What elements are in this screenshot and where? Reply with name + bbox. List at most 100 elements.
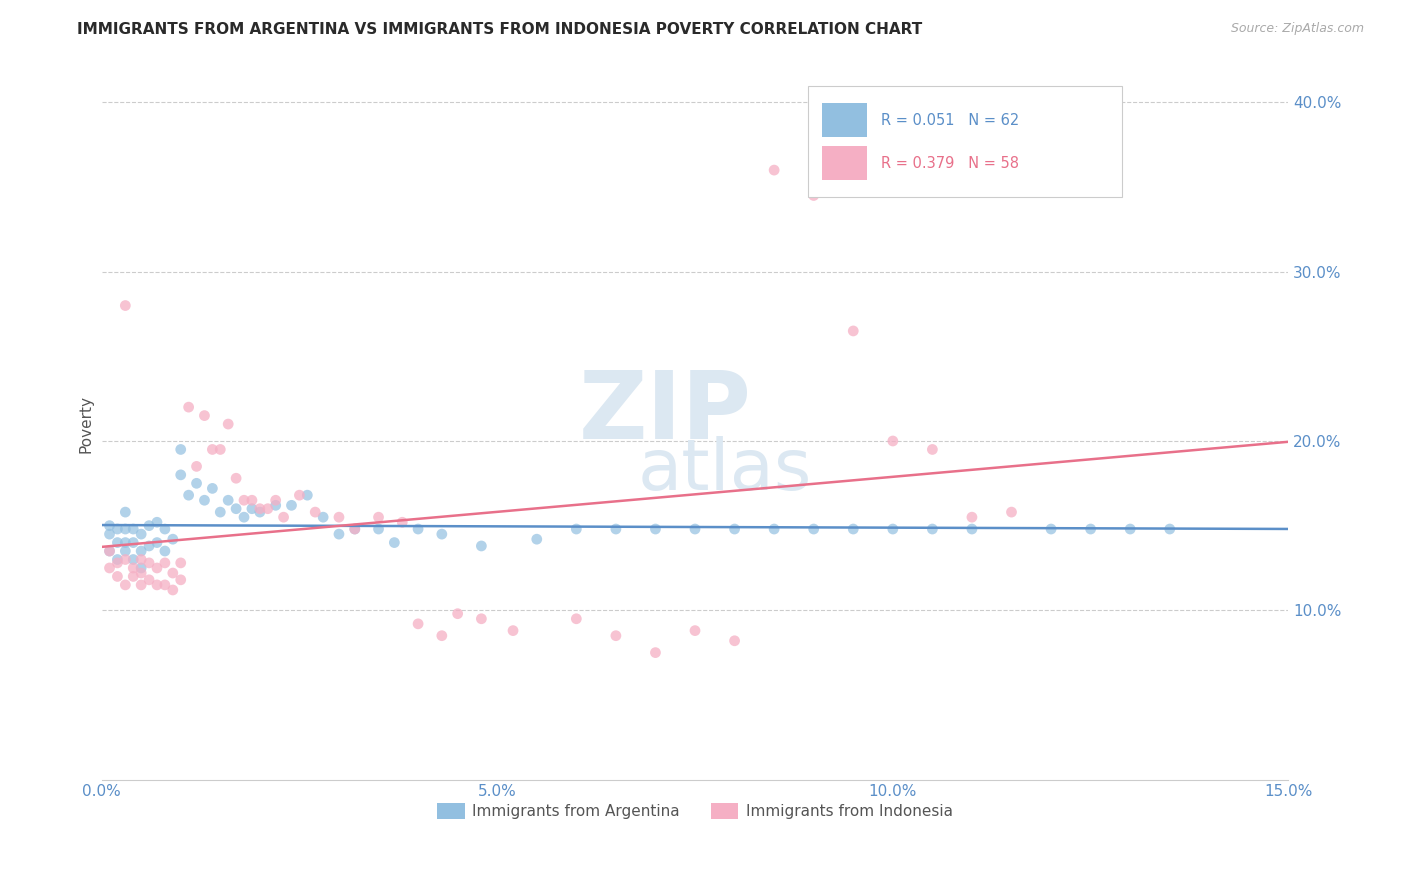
Text: IMMIGRANTS FROM ARGENTINA VS IMMIGRANTS FROM INDONESIA POVERTY CORRELATION CHART: IMMIGRANTS FROM ARGENTINA VS IMMIGRANTS … — [77, 22, 922, 37]
Bar — [823, 103, 868, 137]
Point — [217, 493, 239, 508]
Point — [502, 624, 524, 638]
Point — [240, 493, 263, 508]
Point — [114, 578, 136, 592]
Point — [249, 505, 271, 519]
Point — [162, 532, 184, 546]
Point — [256, 501, 278, 516]
Point — [367, 510, 389, 524]
Text: Source: ZipAtlas.com: Source: ZipAtlas.com — [1230, 22, 1364, 36]
Point — [146, 515, 169, 529]
Point — [644, 646, 666, 660]
Point — [186, 459, 208, 474]
Point — [98, 527, 121, 541]
Point — [170, 467, 193, 482]
Text: R = 0.379   N = 58: R = 0.379 N = 58 — [882, 155, 1019, 170]
Point — [225, 471, 247, 485]
Point — [122, 535, 145, 549]
Legend: Immigrants from Argentina, Immigrants from Indonesia: Immigrants from Argentina, Immigrants fr… — [432, 797, 959, 825]
Point — [343, 522, 366, 536]
Point — [960, 522, 983, 536]
Point — [129, 566, 152, 580]
Point — [921, 522, 943, 536]
Point — [217, 417, 239, 431]
Point — [114, 544, 136, 558]
Point — [107, 535, 129, 549]
Point — [328, 527, 350, 541]
Point — [233, 510, 256, 524]
Point — [107, 556, 129, 570]
Point — [153, 578, 176, 592]
Point — [138, 539, 160, 553]
Point — [98, 561, 121, 575]
Point — [98, 518, 121, 533]
Point — [129, 552, 152, 566]
Point — [122, 552, 145, 566]
Point — [129, 544, 152, 558]
Point — [138, 556, 160, 570]
Point — [114, 535, 136, 549]
Point — [162, 582, 184, 597]
Point — [882, 434, 904, 448]
Point — [107, 569, 129, 583]
Point — [723, 633, 745, 648]
Point — [328, 510, 350, 524]
Point — [249, 501, 271, 516]
Point — [146, 561, 169, 575]
Point — [225, 501, 247, 516]
Point — [209, 505, 232, 519]
Text: atlas: atlas — [637, 436, 811, 505]
Point — [122, 561, 145, 575]
Point — [960, 510, 983, 524]
Point — [367, 522, 389, 536]
Point — [803, 188, 825, 202]
Point — [406, 616, 429, 631]
Point — [153, 556, 176, 570]
Point — [170, 442, 193, 457]
Point — [565, 522, 588, 536]
Point — [842, 522, 865, 536]
Point — [170, 573, 193, 587]
Point — [233, 493, 256, 508]
Text: R = 0.051   N = 62: R = 0.051 N = 62 — [882, 113, 1019, 128]
Point — [114, 299, 136, 313]
Point — [1119, 522, 1142, 536]
Point — [129, 527, 152, 541]
Point — [122, 569, 145, 583]
Point — [209, 442, 232, 457]
Point — [98, 544, 121, 558]
Point — [240, 501, 263, 516]
Point — [201, 442, 224, 457]
Point — [129, 561, 152, 575]
Point — [430, 527, 453, 541]
Point — [391, 515, 413, 529]
Point — [273, 510, 295, 524]
Point — [280, 499, 302, 513]
Point — [430, 629, 453, 643]
Point — [146, 578, 169, 592]
Point — [114, 552, 136, 566]
Point — [683, 624, 706, 638]
Point — [842, 324, 865, 338]
Bar — [823, 146, 868, 180]
Point — [297, 488, 319, 502]
Point — [138, 573, 160, 587]
Point — [470, 612, 492, 626]
Point — [153, 544, 176, 558]
Point — [201, 482, 224, 496]
Y-axis label: Poverty: Poverty — [79, 395, 93, 453]
FancyBboxPatch shape — [808, 87, 1122, 196]
Point — [882, 522, 904, 536]
Point — [565, 612, 588, 626]
Point — [763, 522, 786, 536]
Point — [170, 556, 193, 570]
Point — [605, 629, 627, 643]
Point — [107, 552, 129, 566]
Point — [763, 163, 786, 178]
Point — [122, 522, 145, 536]
Point — [683, 522, 706, 536]
Point — [1040, 522, 1063, 536]
Point — [1159, 522, 1181, 536]
Point — [114, 505, 136, 519]
Point — [107, 522, 129, 536]
